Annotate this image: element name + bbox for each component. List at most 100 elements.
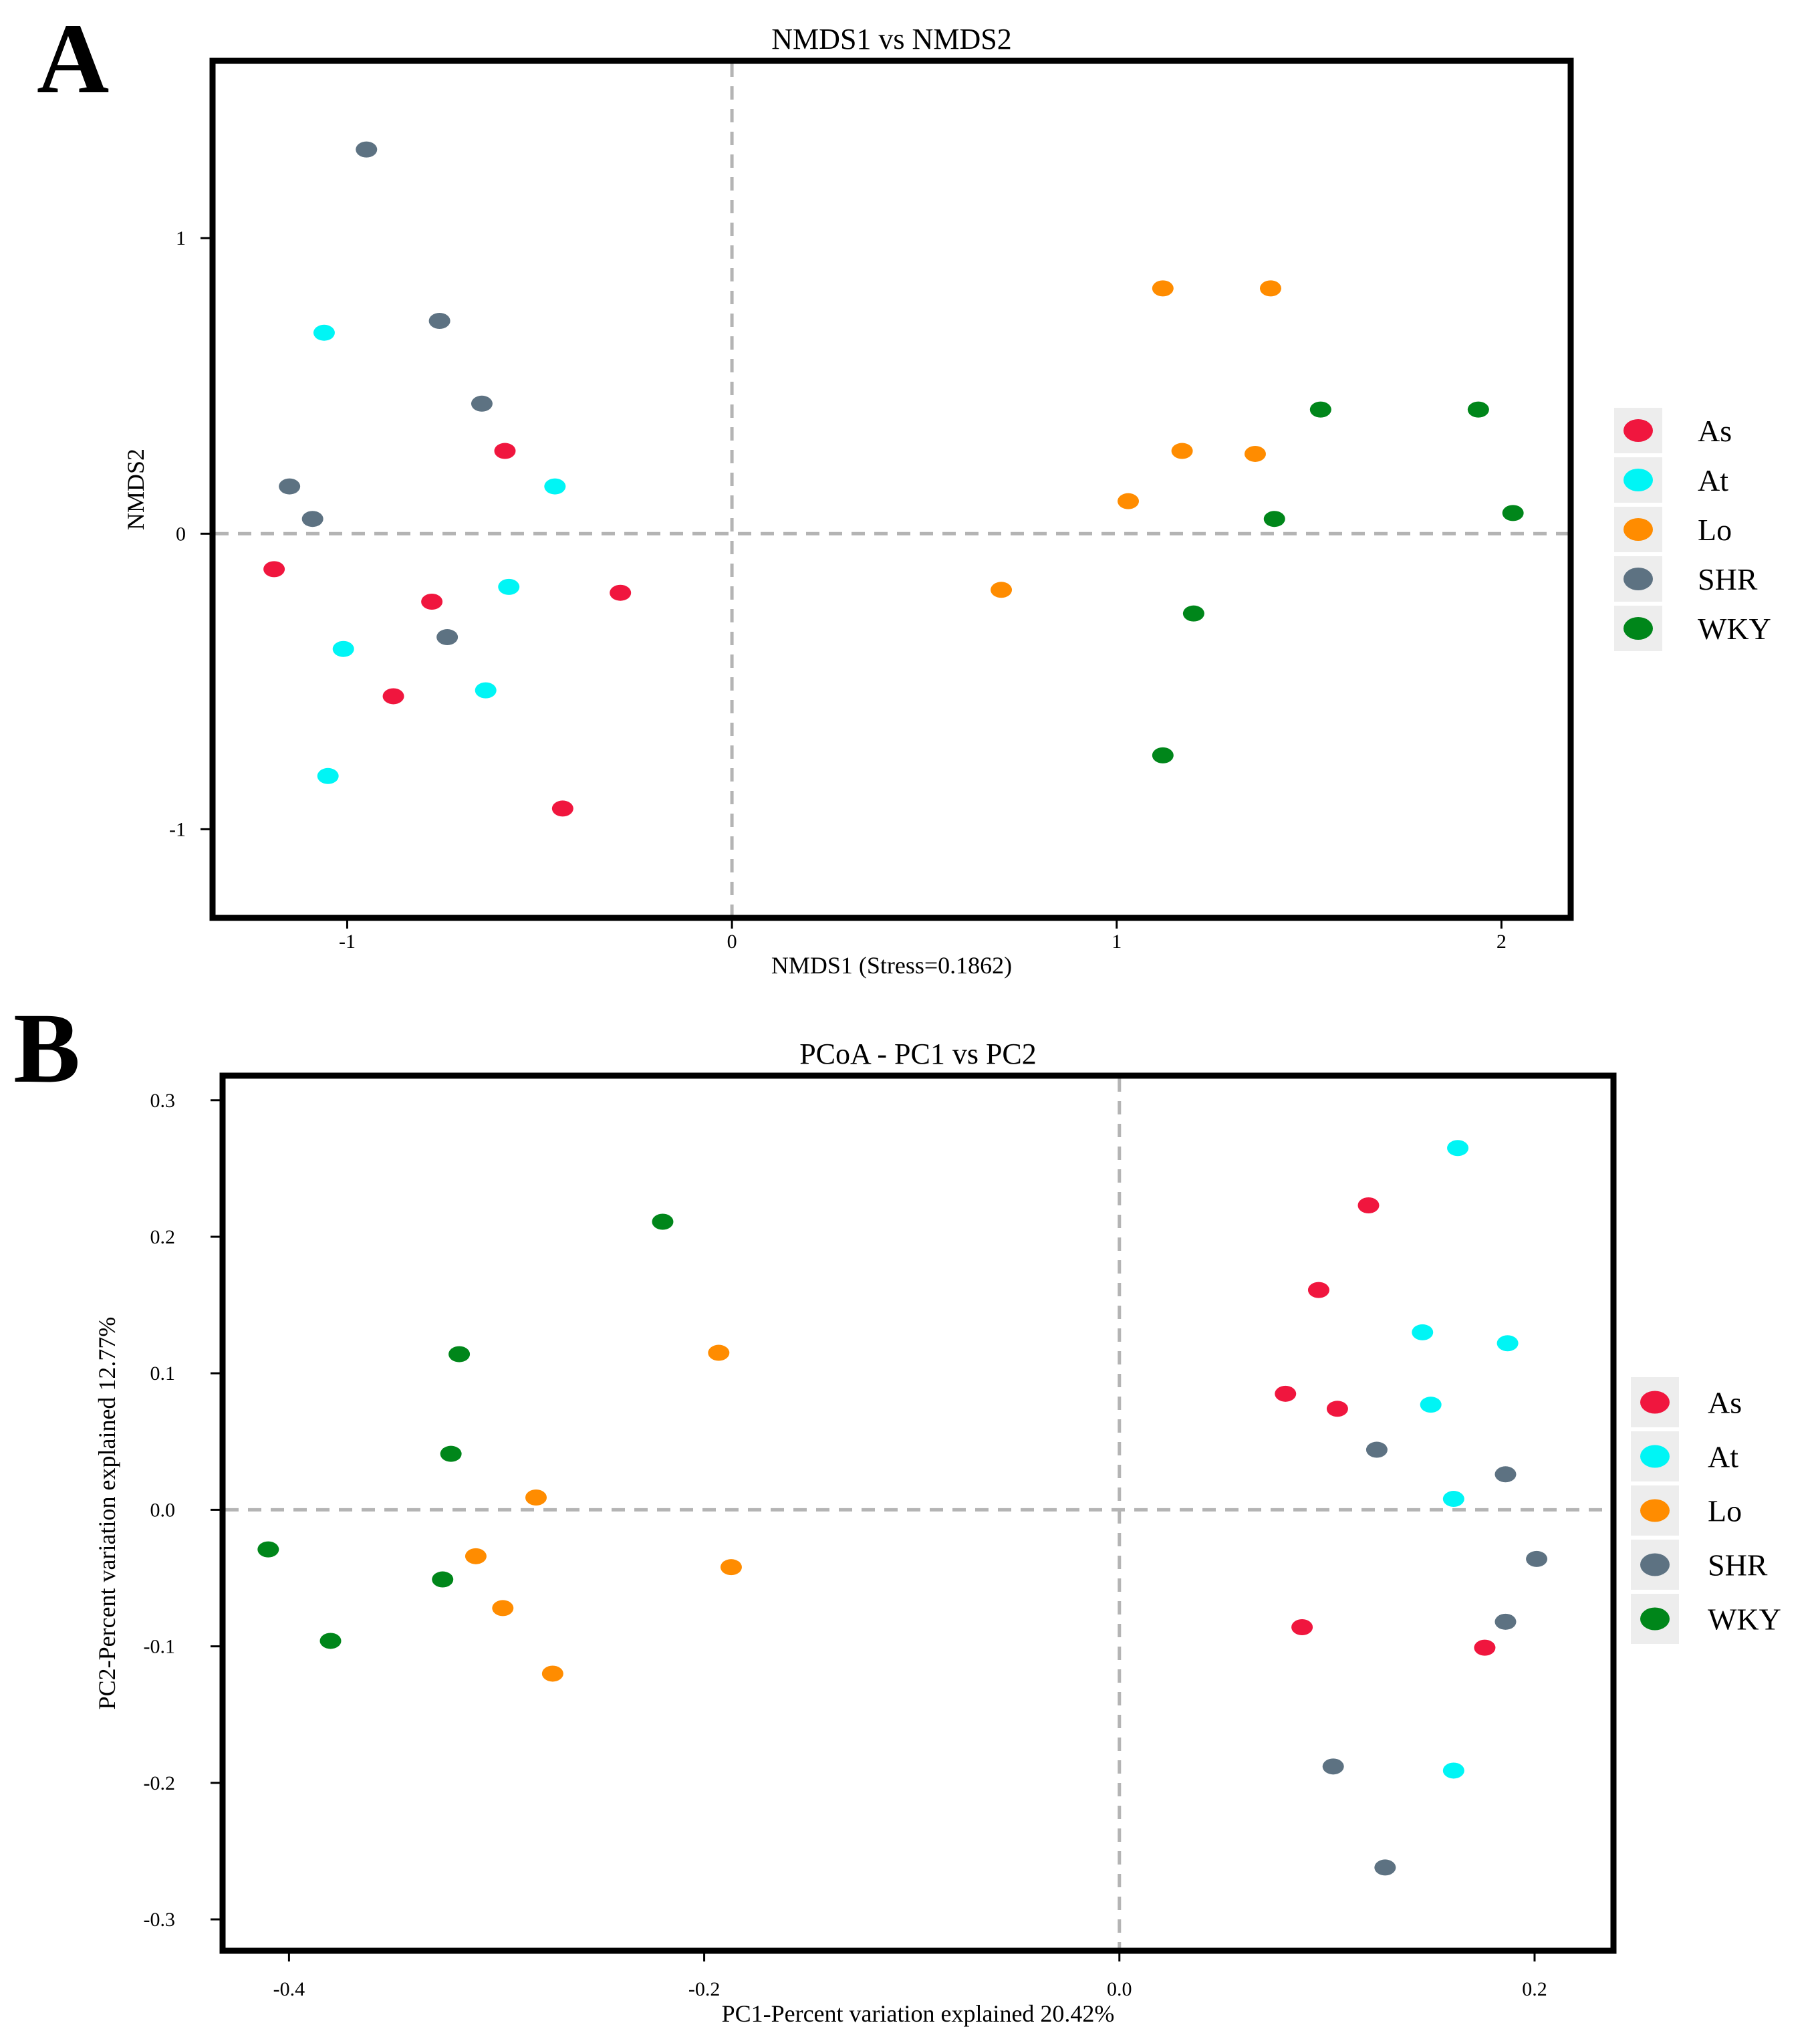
data-point-lo (1260, 280, 1282, 297)
data-point-shr (279, 478, 301, 495)
x-tick-label: 0.0 (1107, 1978, 1132, 2000)
data-point-at (544, 478, 566, 495)
data-point-as (610, 584, 632, 601)
data-point-at (1447, 1140, 1469, 1157)
data-point-as (1275, 1385, 1297, 1402)
data-point-as (382, 688, 404, 705)
legend-label: WKY (1708, 1602, 1781, 1637)
legend: As At Lo SHR WKY (1614, 408, 1771, 651)
data-point-lo (492, 1600, 514, 1617)
data-point-lo (991, 582, 1013, 598)
data-point-wky (440, 1445, 462, 1462)
legend-swatch-at (1623, 469, 1653, 491)
chart-title: PCoA - PC1 vs PC2 (799, 1038, 1037, 1070)
y-tick-label: 0.2 (150, 1226, 176, 1248)
data-point-at (332, 640, 354, 657)
x-tick-label: 0 (727, 931, 737, 953)
data-point-shr (1494, 1613, 1517, 1630)
legend-label: At (1708, 1440, 1738, 1474)
data-point-shr (428, 313, 450, 330)
x-tick-label: -0.2 (688, 1978, 721, 2000)
series-lo (465, 1344, 742, 1682)
data-point-shr (436, 629, 459, 646)
legend-swatch-as (1640, 1391, 1670, 1414)
legend-swatch-lo (1640, 1499, 1670, 1522)
data-point-wky (1182, 605, 1204, 622)
y-tick-label: -0.3 (144, 1909, 176, 1931)
data-point-wky (1467, 401, 1489, 418)
x-tick-label: 0.2 (1522, 1978, 1547, 2000)
data-point-lo (465, 1548, 487, 1564)
data-point-as (1326, 1401, 1348, 1417)
data-point-at (1497, 1335, 1519, 1352)
data-point-as (1291, 1619, 1313, 1636)
series-shr (1322, 1441, 1548, 1876)
legend-label: Lo (1698, 513, 1732, 547)
x-axis-label: PC1-Percent variation explained 20.42% (722, 2000, 1115, 2027)
data-point-wky (1502, 505, 1524, 521)
data-point-shr (1366, 1441, 1388, 1458)
data-point-wky (1309, 401, 1331, 418)
legend-swatch-wky (1640, 1607, 1670, 1631)
data-point-as (263, 561, 285, 578)
series-as (263, 443, 632, 817)
legend-swatch-shr (1640, 1553, 1670, 1576)
y-tick-label: 0.3 (150, 1090, 176, 1112)
legend-label: SHR (1698, 562, 1758, 596)
x-tick-label: -0.4 (273, 1978, 305, 2000)
data-point-wky (1152, 747, 1174, 763)
data-point-wky (448, 1346, 471, 1362)
x-tick-label: 2 (1497, 931, 1507, 953)
data-point-at (498, 578, 520, 595)
plot-frame (219, 1072, 1617, 1954)
data-point-wky (432, 1571, 454, 1588)
y-tick-label: -1 (169, 818, 186, 840)
series-as (1275, 1197, 1496, 1656)
data-point-lo (1171, 443, 1193, 459)
data-point-wky (319, 1633, 342, 1649)
panel-b: B PCoA - PC1 vs PC2 -0.4 -0.2 0.0 0.2 0.3 0.2 0.… (13, 993, 1781, 2027)
data-point-lo (720, 1559, 742, 1576)
y-tick-label: -0.1 (144, 1636, 176, 1658)
x-axis-label: NMDS1 (Stress=0.1862) (771, 952, 1012, 979)
legend-swatch-lo (1623, 518, 1653, 541)
data-point-shr (1322, 1758, 1344, 1775)
legend-swatch-at (1640, 1445, 1670, 1468)
legend-label: SHR (1708, 1548, 1768, 1582)
legend-label: Lo (1708, 1494, 1742, 1528)
x-tick-label: -1 (339, 931, 356, 953)
legend-label: At (1698, 463, 1728, 497)
series-at (1412, 1140, 1519, 1779)
data-point-shr (1526, 1550, 1548, 1567)
plot-frame (209, 57, 1574, 921)
data-point-shr (301, 511, 323, 527)
data-point-as (494, 443, 516, 459)
legend-swatch-as (1623, 419, 1653, 442)
x-tick-label: 1 (1112, 931, 1122, 953)
data-point-as (1307, 1282, 1329, 1298)
y-tick-label: 0.0 (150, 1499, 176, 1521)
series-lo (991, 280, 1282, 598)
series-at (313, 324, 566, 784)
data-point-lo (541, 1665, 563, 1682)
y-tick-label: 1 (176, 227, 186, 249)
legend-swatch-shr (1623, 568, 1653, 590)
legend-swatch-wky (1623, 617, 1653, 640)
y-axis-label: NMDS2 (122, 449, 149, 530)
data-point-wky (257, 1541, 279, 1558)
data-point-wky (1263, 511, 1285, 527)
legend-label: As (1708, 1386, 1742, 1420)
data-point-shr (1494, 1466, 1517, 1483)
series-shr (279, 141, 493, 646)
panel-letter: A (37, 3, 109, 114)
data-point-as (551, 800, 573, 817)
legend-label: WKY (1698, 612, 1771, 646)
data-point-at (475, 682, 497, 699)
panel-letter: B (13, 993, 80, 1104)
data-point-wky (652, 1213, 674, 1230)
data-point-shr (471, 395, 493, 412)
data-point-shr (1374, 1859, 1396, 1876)
y-tick-label: 0.1 (150, 1362, 176, 1385)
series-wky (1152, 401, 1524, 763)
